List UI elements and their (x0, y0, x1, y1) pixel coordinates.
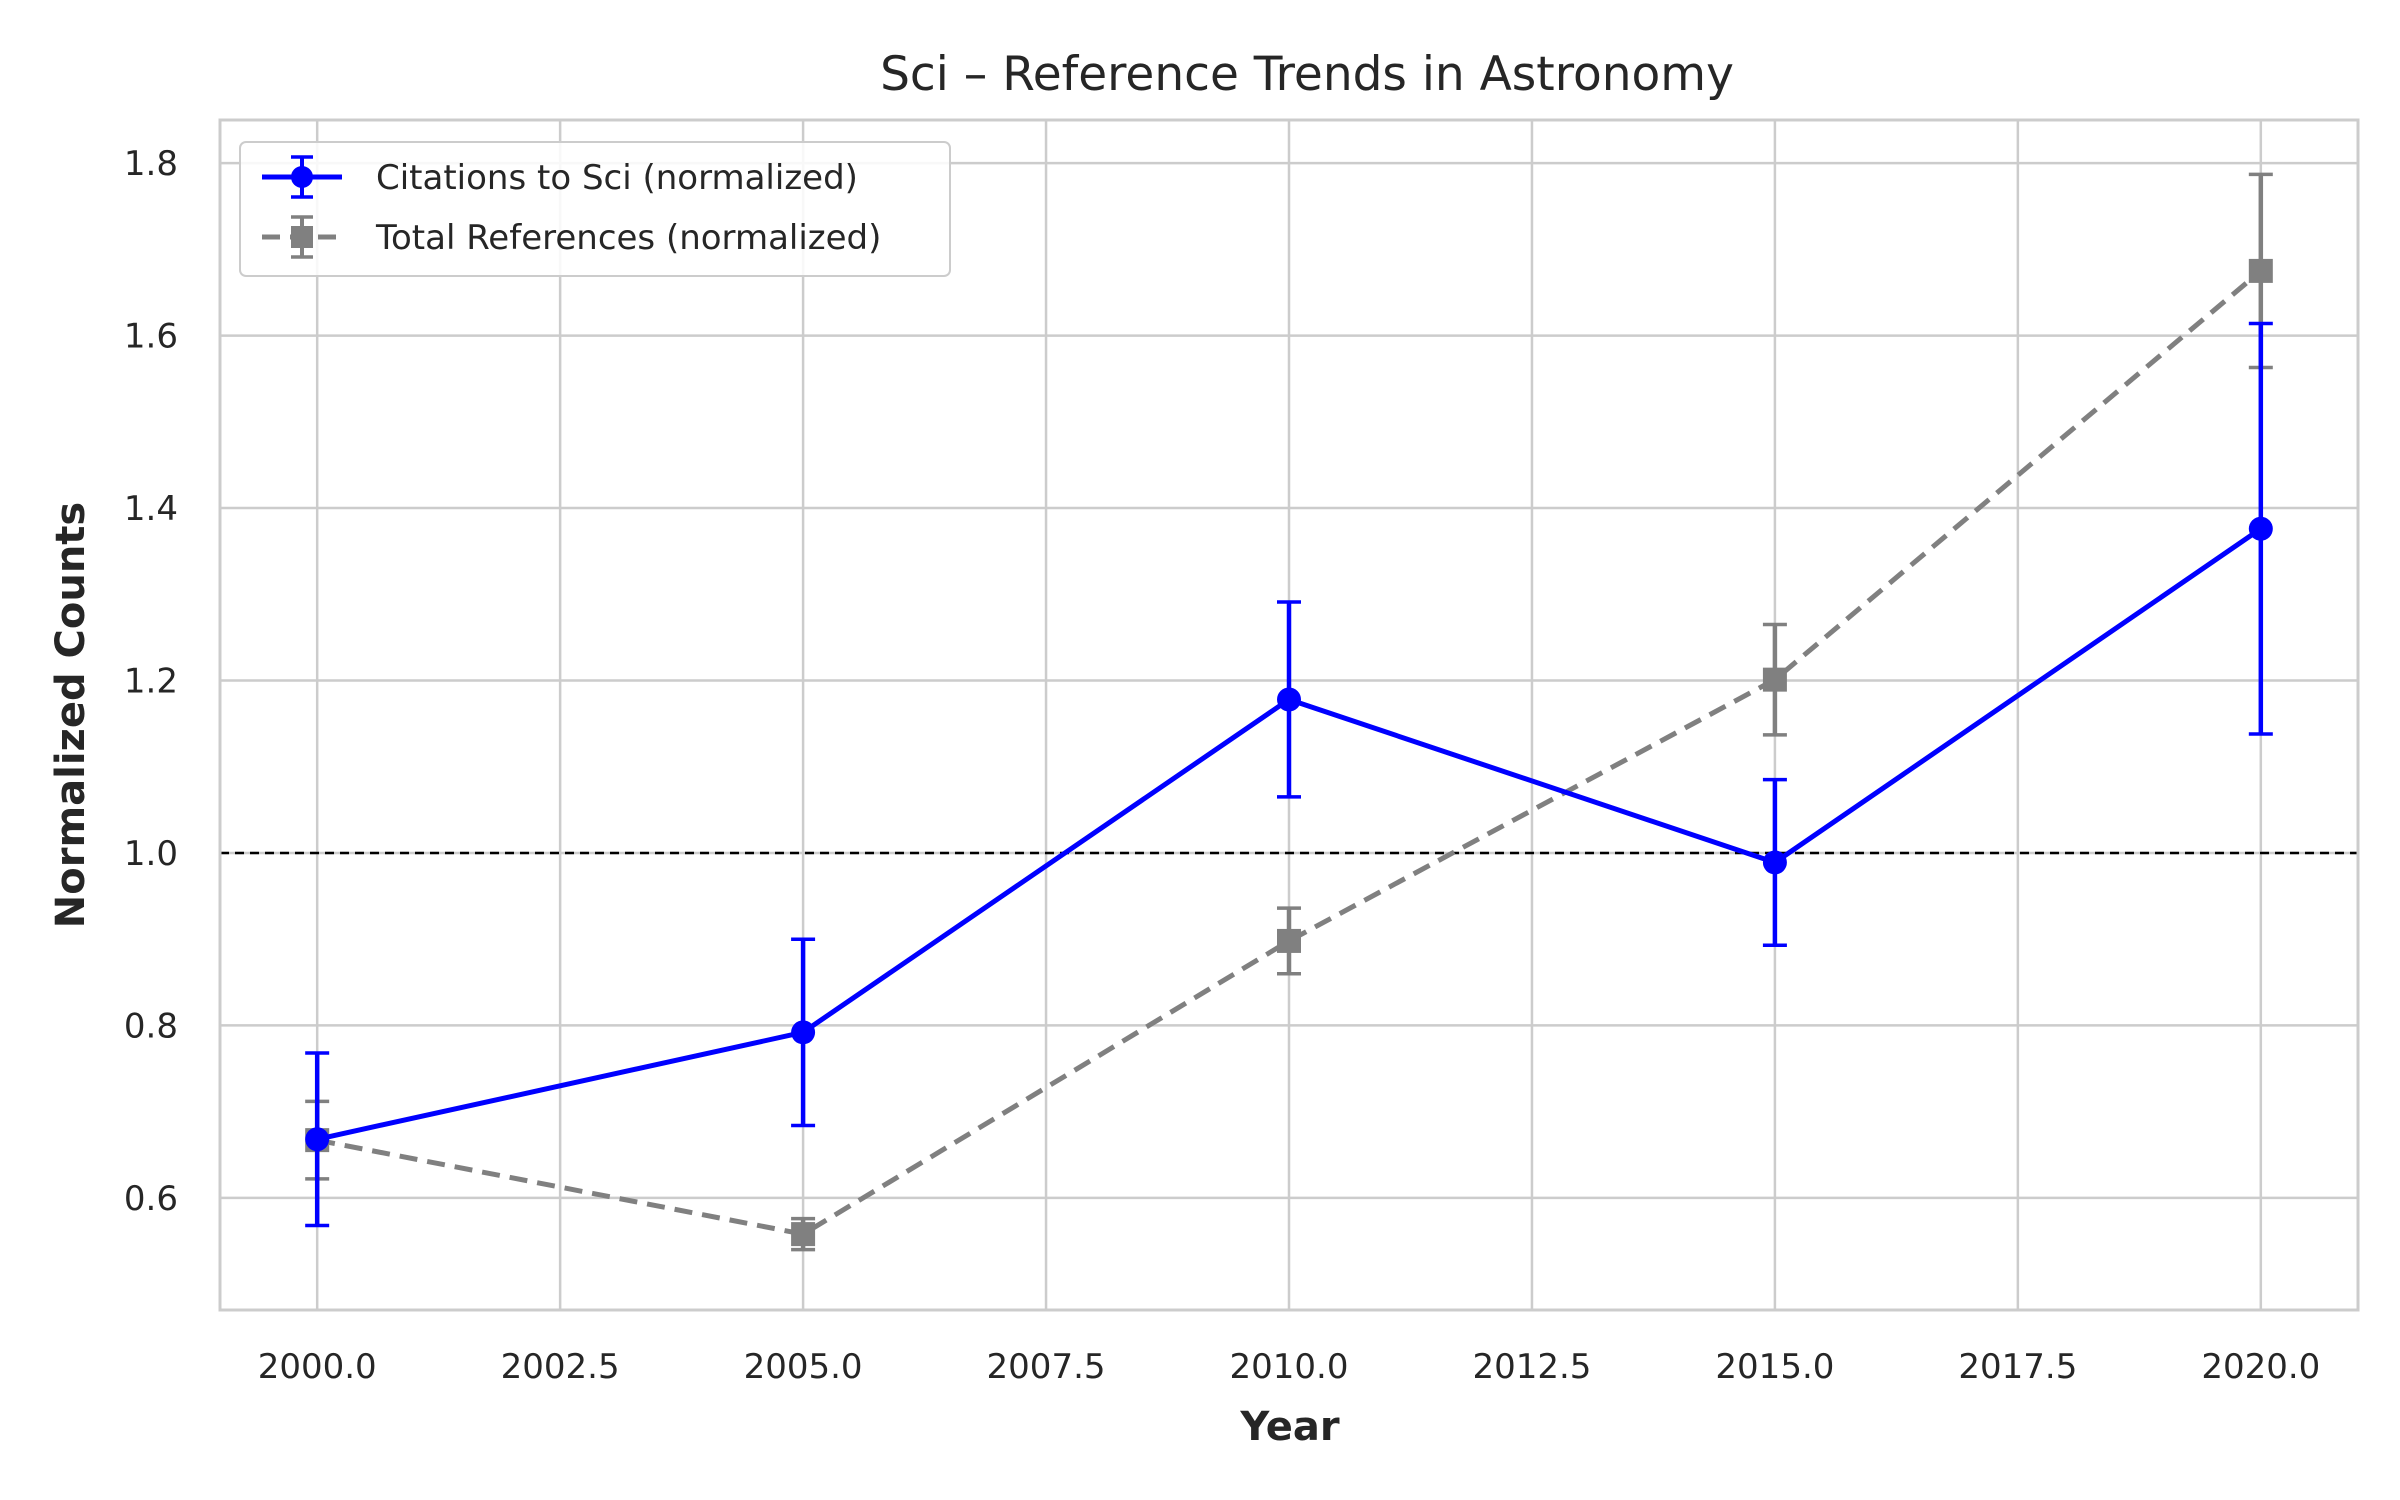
data-point (791, 1222, 816, 1247)
data-point (2248, 516, 2273, 541)
data-point (1762, 667, 1787, 692)
x-tick-label: 2012.5 (1472, 1347, 1591, 1387)
y-tick-label: 1.2 (124, 662, 178, 702)
legend-frame (239, 141, 951, 277)
plot-area-frame (218, 118, 2360, 1312)
x-tick-label: 2000.0 (258, 1347, 377, 1387)
data-point (1277, 687, 1301, 712)
y-tick-label: 1.0 (124, 834, 178, 874)
data-point (791, 1020, 816, 1045)
legend: Citations to Sci (normalized) Total Refer… (239, 141, 951, 277)
y-axis-label: Normalized Counts (48, 502, 94, 928)
series-line (316, 268, 2263, 1237)
data-point (1762, 850, 1787, 875)
legend-marker (291, 226, 313, 248)
x-tick-label: 2010.0 (1230, 1347, 1349, 1387)
y-tick-label: 0.8 (124, 1006, 178, 1046)
series-citations (305, 321, 2273, 1228)
y-tick-label: 1.6 (124, 317, 178, 357)
tick-labels: 2000.0 2002.5 2005.0 2007.5 2010.0 2012.5 2015… (124, 144, 2320, 1387)
legend-label: Total References (normalized) (375, 218, 881, 258)
data-point (305, 1127, 330, 1152)
x-tick-label: 2002.5 (501, 1347, 620, 1387)
x-tick-label: 2007.5 (987, 1347, 1106, 1387)
data-point (2248, 258, 2273, 283)
x-tick-label: 2017.5 (1958, 1347, 2077, 1387)
chart-title: Sci – Reference Trends in Astronomy (880, 47, 1734, 102)
y-tick-label: 1.4 (124, 489, 178, 529)
x-tick-label: 2015.0 (1715, 1347, 1834, 1387)
y-tick-label: 1.8 (124, 144, 178, 184)
x-tick-label: 2005.0 (744, 1347, 863, 1387)
x-tick-label: 2020.0 (2201, 1347, 2320, 1387)
legend-label: Citations to Sci (normalized) (376, 158, 858, 198)
data-point (1277, 928, 1301, 953)
y-tick-label: 0.6 (124, 1179, 178, 1219)
series-group (305, 172, 2273, 1252)
legend-marker (291, 166, 313, 188)
x-axis-label: Year (1239, 1404, 1339, 1450)
